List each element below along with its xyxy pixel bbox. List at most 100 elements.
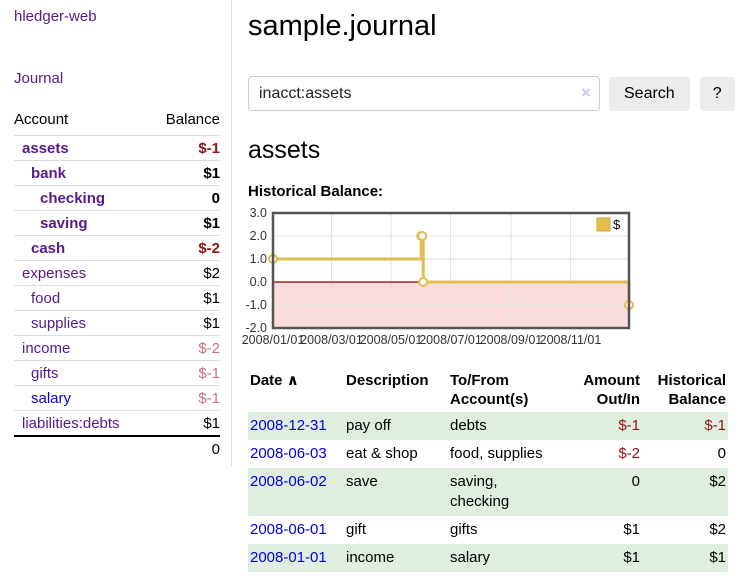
account-balance: $1 bbox=[203, 314, 220, 332]
transaction-description: pay off bbox=[346, 417, 391, 434]
account-link-checking[interactable]: checking bbox=[40, 189, 106, 207]
account-row: income $-2 bbox=[14, 335, 220, 360]
account-balance: $-1 bbox=[198, 389, 220, 407]
account-column-header: Account bbox=[14, 111, 69, 128]
register-row: 2008-06-02 save saving, checking 0 $2 bbox=[248, 468, 728, 516]
account-row: food $1 bbox=[14, 285, 220, 310]
account-link-food[interactable]: food bbox=[31, 289, 61, 307]
amount-column-header: Amount Out/In bbox=[583, 372, 640, 408]
account-heading: assets bbox=[248, 136, 321, 164]
account-row: expenses $2 bbox=[14, 260, 220, 285]
transaction-balance: $1 bbox=[709, 549, 726, 566]
sort-by-date-link[interactable]: Date ∧ bbox=[250, 372, 299, 389]
help-button[interactable]: ? bbox=[699, 76, 735, 111]
register-row: 2008-12-31 pay off debts $-1 $-1 bbox=[248, 412, 728, 440]
balance-column-header: Balance bbox=[165, 111, 220, 128]
svg-text:2008/11/01: 2008/11/01 bbox=[540, 333, 602, 347]
transaction-date-link[interactable]: 2008-06-02 bbox=[250, 473, 327, 490]
search-input[interactable] bbox=[248, 76, 600, 111]
account-balance: $1 bbox=[203, 214, 220, 232]
account-row: supplies $1 bbox=[14, 310, 220, 335]
transaction-balance: 0 bbox=[717, 445, 726, 462]
accounts-total: 0 bbox=[14, 435, 220, 460]
transaction-amount: 0 bbox=[631, 473, 640, 490]
transaction-date-link[interactable]: 2008-12-31 bbox=[250, 417, 327, 434]
account-balance: $1 bbox=[203, 164, 220, 182]
balance-column-header: Historical Balance bbox=[657, 372, 726, 408]
sidebar: hledger-web Journal Account Balance asse… bbox=[0, 0, 232, 466]
nav-journal-link[interactable]: Journal bbox=[14, 70, 64, 87]
account-row: checking 0 bbox=[14, 185, 220, 210]
accounts-table-header: Account Balance bbox=[14, 108, 220, 135]
account-row: saving $1 bbox=[14, 210, 220, 235]
account-link-supplies[interactable]: supplies bbox=[31, 314, 87, 332]
account-link-saving[interactable]: saving bbox=[40, 214, 88, 232]
register-row: 2008-06-01 gift gifts $1 $2 bbox=[248, 516, 728, 544]
account-balance: $1 bbox=[203, 289, 220, 307]
account-balance: $-2 bbox=[198, 239, 220, 257]
account-link-assets[interactable]: assets bbox=[22, 139, 69, 157]
svg-text:3.0: 3.0 bbox=[250, 206, 267, 220]
register-row: 2008-06-03 eat & shop food, supplies $-2… bbox=[248, 440, 728, 468]
chart-title: Historical Balance: bbox=[248, 183, 384, 200]
transaction-date-link[interactable]: 2008-01-01 bbox=[250, 549, 327, 566]
main-content: sample.journal × Search ? assets Histori… bbox=[232, 0, 742, 572]
transaction-amount: $-1 bbox=[618, 417, 640, 434]
account-balance: $-1 bbox=[198, 139, 220, 157]
account-balance: $-1 bbox=[198, 364, 220, 382]
transaction-accounts: salary bbox=[450, 549, 491, 566]
transaction-description: eat & shop bbox=[346, 445, 418, 462]
account-link-liabilities-debts[interactable]: liabilities:debts bbox=[22, 414, 120, 432]
transaction-date-link[interactable]: 2008-06-03 bbox=[250, 445, 327, 462]
search-button[interactable]: Search bbox=[609, 76, 690, 111]
transaction-accounts: food, supplies bbox=[450, 445, 543, 462]
transaction-accounts: debts bbox=[450, 417, 487, 434]
transaction-balance: $2 bbox=[709, 521, 726, 538]
svg-text:$: $ bbox=[613, 217, 621, 232]
transaction-description: gift bbox=[346, 521, 367, 538]
account-balance: $2 bbox=[203, 264, 220, 282]
account-link-bank[interactable]: bank bbox=[31, 164, 67, 182]
transaction-description: income bbox=[346, 549, 395, 566]
clear-search-icon[interactable]: × bbox=[581, 83, 591, 102]
account-link-expenses[interactable]: expenses bbox=[22, 264, 87, 282]
account-row: assets $-1 bbox=[14, 135, 220, 160]
account-row: gifts $-1 bbox=[14, 360, 220, 385]
chart-container: 3.0 2.0 1.0 0.0 -1.0 -2.0 2008/01/01 2008/03/01… bbox=[236, 206, 738, 355]
page-title: sample.journal bbox=[248, 10, 437, 42]
svg-text:-1.0: -1.0 bbox=[245, 298, 267, 312]
brand-link[interactable]: hledger-web bbox=[14, 8, 97, 25]
transaction-accounts: gifts bbox=[450, 521, 478, 538]
account-row: liabilities:debts $1 bbox=[14, 410, 220, 435]
svg-text:2008/01/01: 2008/01/01 bbox=[242, 333, 305, 347]
transaction-amount: $1 bbox=[623, 549, 640, 566]
description-column-header: Description bbox=[346, 372, 429, 389]
account-link-cash[interactable]: cash bbox=[31, 239, 66, 257]
svg-text:2008/03/01: 2008/03/01 bbox=[300, 333, 363, 347]
svg-text:2008/09/01: 2008/09/01 bbox=[480, 333, 543, 347]
search-box: × bbox=[248, 76, 600, 111]
account-link-income[interactable]: income bbox=[22, 339, 71, 357]
svg-text:0.0: 0.0 bbox=[250, 275, 267, 289]
account-row: bank $1 bbox=[14, 160, 220, 185]
register-header-row: Date ∧ Description To/From Account(s) Am… bbox=[248, 369, 728, 412]
historical-balance-chart[interactable]: 3.0 2.0 1.0 0.0 -1.0 -2.02008/01/012008/03/01… bbox=[236, 206, 638, 350]
svg-text:1.0: 1.0 bbox=[250, 252, 267, 266]
sort-ascending-icon: ∧ bbox=[286, 372, 299, 389]
svg-text:2.0: 2.0 bbox=[250, 229, 267, 243]
search-form: × Search ? bbox=[248, 76, 738, 111]
transaction-balance: $-1 bbox=[704, 417, 726, 434]
transaction-amount: $1 bbox=[623, 521, 640, 538]
register-table: Date ∧ Description To/From Account(s) Am… bbox=[248, 369, 728, 572]
svg-text:2008/05/01: 2008/05/01 bbox=[360, 333, 423, 347]
account-row: cash $-2 bbox=[14, 235, 220, 260]
account-row: salary $-1 bbox=[14, 385, 220, 410]
svg-text:-2.0: -2.0 bbox=[245, 321, 267, 335]
transaction-date-link[interactable]: 2008-06-01 bbox=[250, 521, 327, 538]
account-link-salary[interactable]: salary bbox=[31, 389, 72, 407]
register-row: 2008-01-01 income salary $1 $1 bbox=[248, 544, 728, 572]
transaction-amount: $-2 bbox=[618, 445, 640, 462]
account-link-gifts[interactable]: gifts bbox=[31, 364, 59, 382]
account-balance: 0 bbox=[211, 189, 220, 207]
account-balance: $-2 bbox=[198, 339, 220, 357]
